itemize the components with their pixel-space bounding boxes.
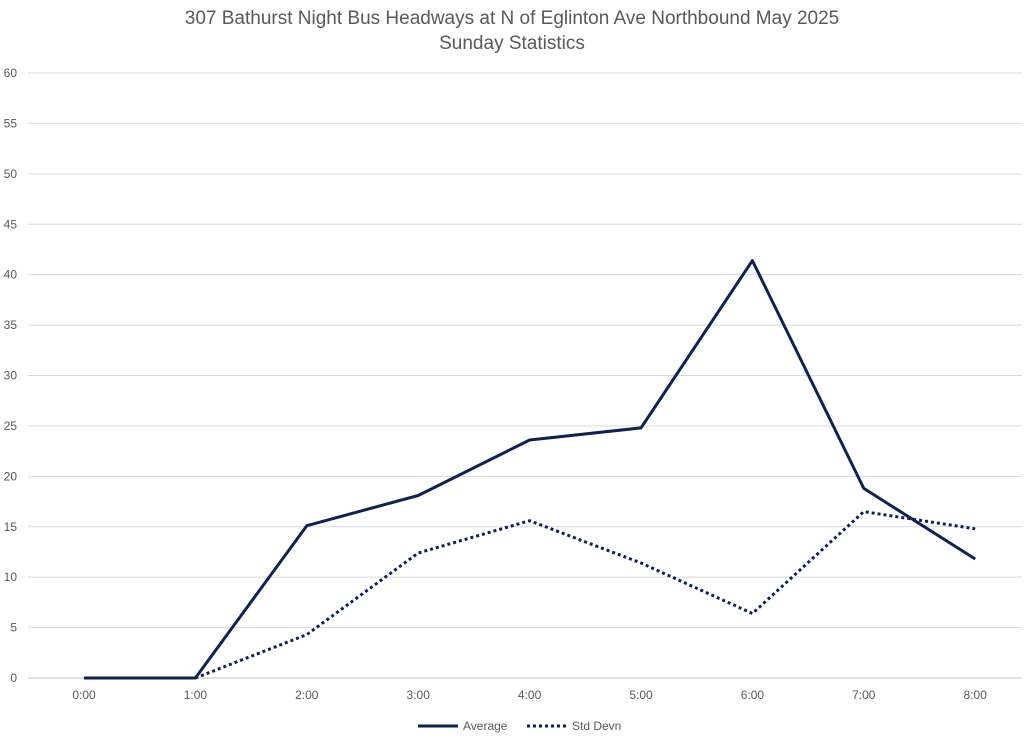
- y-tick-label: 40: [4, 268, 18, 282]
- y-tick-label: 60: [4, 66, 18, 80]
- legend-label: Average: [463, 719, 508, 733]
- y-tick-label: 10: [4, 570, 18, 584]
- x-tick-label: 7:00: [852, 688, 876, 702]
- y-tick-label: 25: [4, 419, 18, 433]
- series-line-std-devn: [194, 510, 976, 680]
- x-tick-label: 3:00: [407, 688, 431, 702]
- x-tick-label: 6:00: [741, 688, 765, 702]
- series-line-average: [84, 259, 977, 680]
- y-tick-label: 50: [4, 167, 18, 181]
- x-tick-label: 0:00: [72, 688, 96, 702]
- x-tick-label: 2:00: [295, 688, 319, 702]
- y-tick-label: 35: [4, 318, 18, 332]
- series-lines: [84, 259, 977, 680]
- x-axis-ticks: 0:00 1:00 2:00 3:00 4:00 5:00 6:00 7:00 8:00: [72, 688, 987, 702]
- x-tick-label: 1:00: [184, 688, 208, 702]
- x-tick-label: 8:00: [964, 688, 988, 702]
- legend: Average Std Devn: [418, 719, 621, 733]
- y-tick-label: 45: [4, 217, 18, 231]
- y-tick-label: 20: [4, 469, 18, 483]
- chart-title: 307 Bathurst Night Bus Headways at N of …: [184, 8, 840, 29]
- y-tick-label: 0: [10, 671, 17, 685]
- y-tick-label: 55: [4, 116, 18, 130]
- x-tick-label: 4:00: [518, 688, 542, 702]
- y-axis-ticks: 0 5 10 15 20 25 30 35 40 45 50 55 60: [4, 66, 18, 685]
- y-tick-label: 30: [4, 369, 18, 383]
- y-tick-label: 15: [4, 520, 18, 534]
- y-tick-label: 5: [10, 621, 17, 635]
- legend-label: Std Devn: [572, 719, 621, 733]
- gridlines: [28, 72, 1022, 679]
- chart-subtitle: Sunday Statistics: [439, 33, 585, 54]
- x-tick-label: 5:00: [629, 688, 653, 702]
